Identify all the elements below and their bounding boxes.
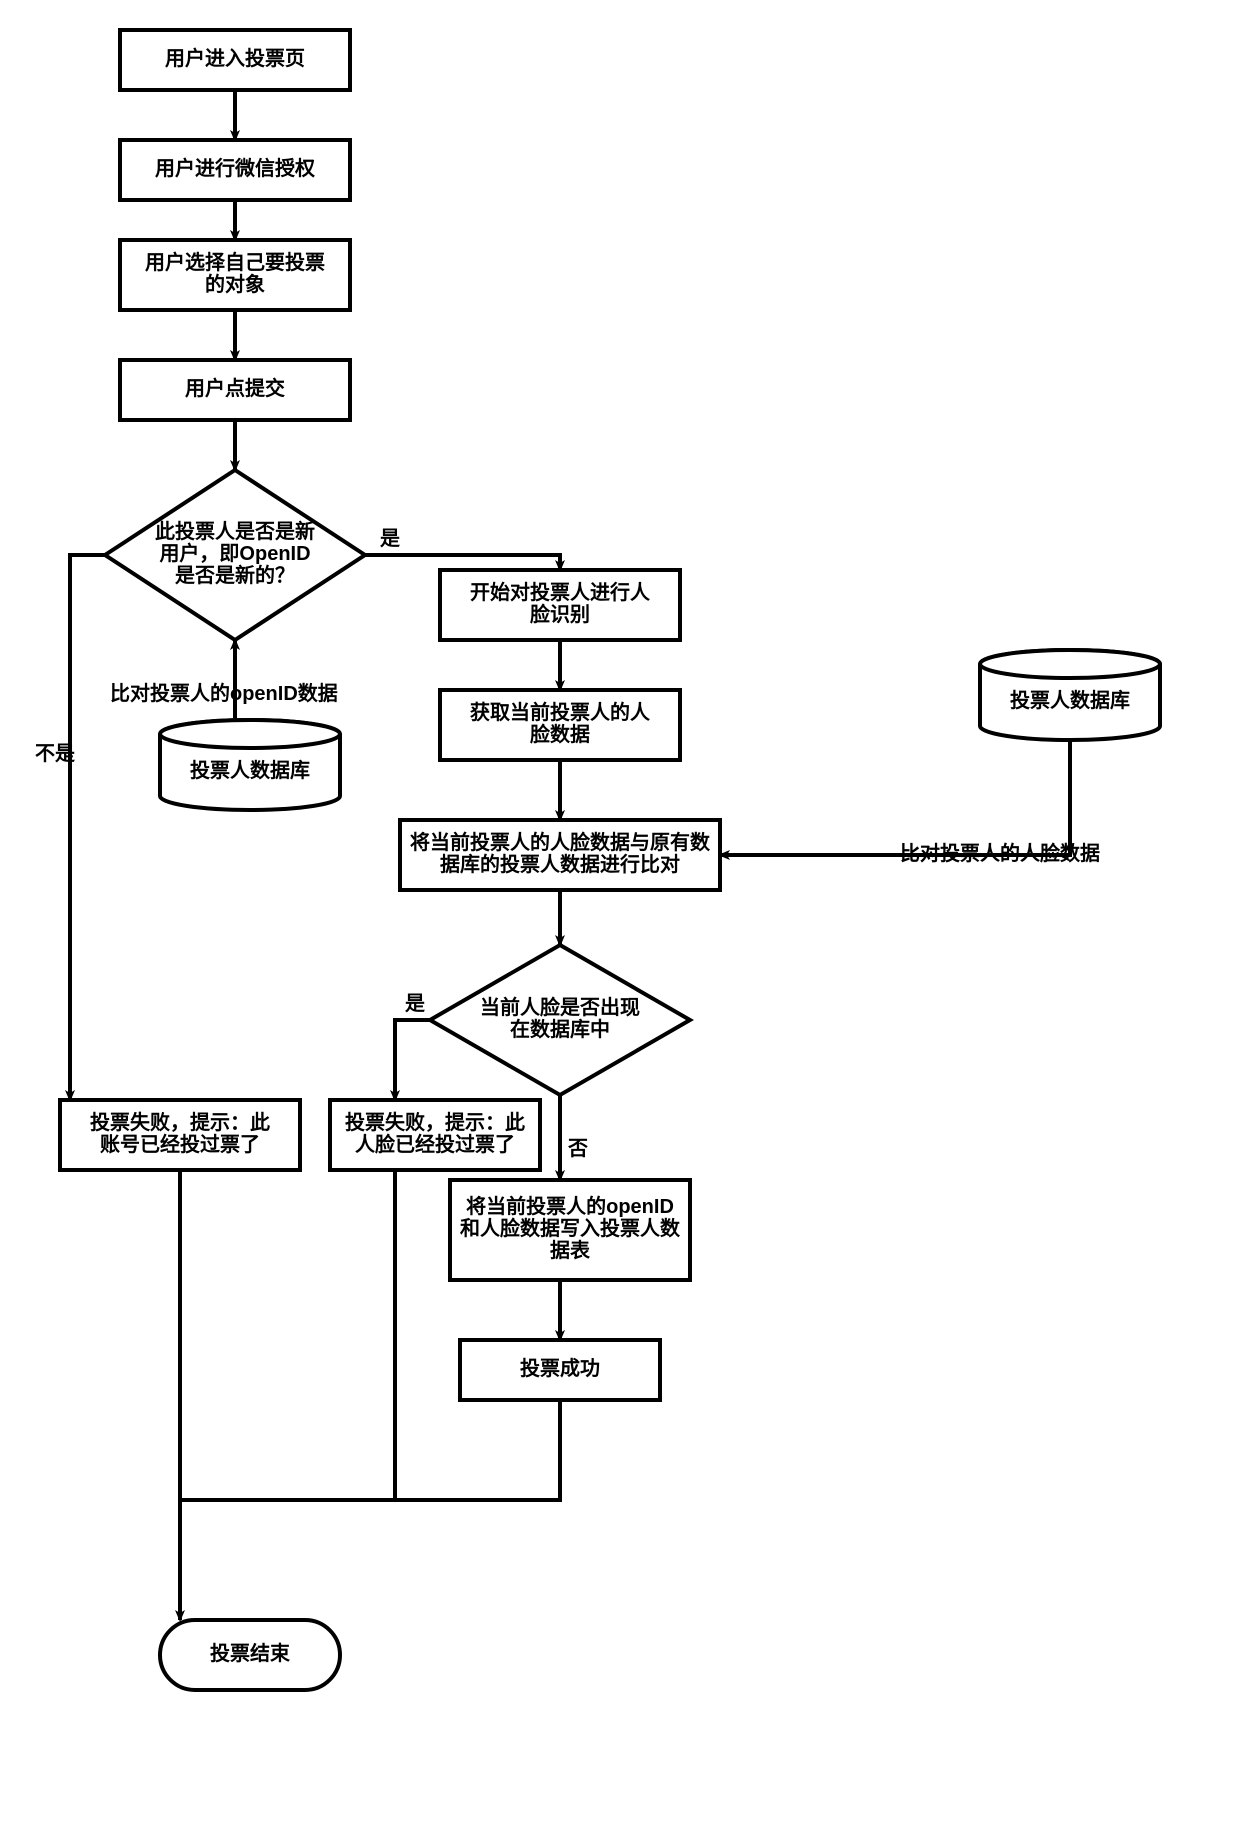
connector-label: 比对投票人的人脸数据 <box>900 841 1100 865</box>
process-label: 投票失败，提示：此账号已经投过票了 <box>90 1110 270 1156</box>
database-label: 投票人数据库 <box>1010 688 1130 712</box>
terminator-label: 投票结束 <box>210 1641 291 1665</box>
flowchart-canvas: 是不是是否用户进入投票页用户进行微信授权用户选择自己要投票的对象用户点提交此投票… <box>0 0 1240 1841</box>
edge <box>70 555 105 1100</box>
connector-label: 比对投票人的openID数据 <box>110 681 338 705</box>
database-label: 投票人数据库 <box>190 758 310 782</box>
edge <box>180 1170 395 1500</box>
process-label: 用户进行微信授权 <box>155 156 316 180</box>
process-label: 投票成功 <box>520 1356 600 1380</box>
decision-label: 此投票人是否是新用户，即OpenID是否是新的？ <box>155 519 315 587</box>
process-label: 用户点提交 <box>185 376 285 400</box>
edge-label: 是 <box>379 527 400 550</box>
edge-label: 不是 <box>35 742 75 765</box>
edge <box>365 555 560 570</box>
edge-label: 否 <box>567 1138 588 1160</box>
process-label: 用户进入投票页 <box>165 46 305 70</box>
edge <box>180 1400 560 1620</box>
edge <box>720 740 1070 855</box>
edge-label: 是 <box>404 992 425 1015</box>
process-label: 将当前投票人的人脸数据与原有数据库的投票人数据进行比对 <box>410 830 711 876</box>
process-label: 投票失败，提示：此人脸已经投过票了 <box>345 1110 525 1156</box>
edge <box>395 1020 430 1100</box>
